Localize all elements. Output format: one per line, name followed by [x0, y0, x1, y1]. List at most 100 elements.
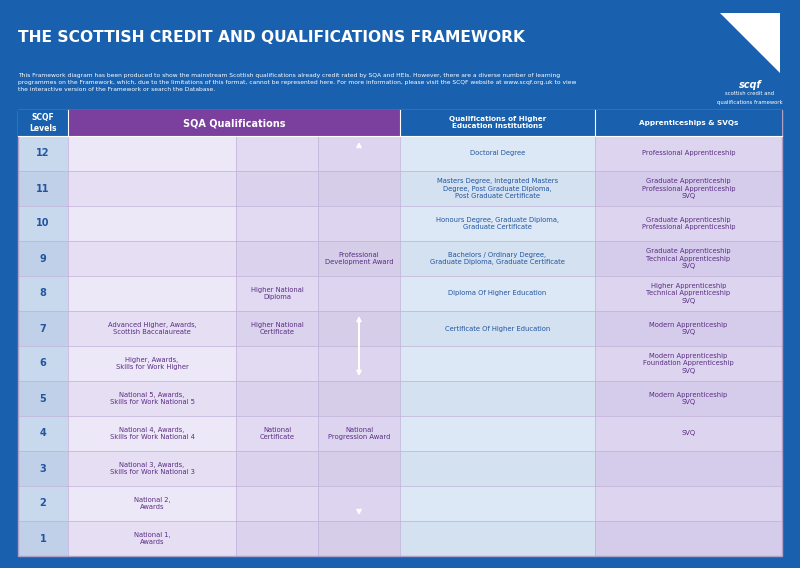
Text: National 4, Awards,
Skills for Work National 4: National 4, Awards, Skills for Work Nati…: [110, 427, 194, 440]
Text: National 5, Awards,
Skills for Work National 5: National 5, Awards, Skills for Work Nati…: [110, 392, 194, 405]
Bar: [68, 381, 236, 416]
Text: 6: 6: [40, 358, 46, 369]
Bar: [595, 311, 782, 346]
Bar: [400, 241, 595, 276]
Bar: [236, 136, 318, 171]
Bar: [318, 416, 400, 451]
Bar: [400, 136, 595, 171]
Bar: [595, 276, 782, 311]
Bar: [236, 486, 318, 521]
Text: Graduate Apprenticeship
Professional Apprenticeship: Graduate Apprenticeship Professional App…: [642, 217, 735, 230]
Text: Professional
Development Award: Professional Development Award: [325, 252, 394, 265]
Bar: [318, 311, 400, 346]
Bar: [18, 451, 68, 486]
Bar: [68, 416, 236, 451]
Bar: [68, 311, 236, 346]
Text: Higher, Awards,
Skills for Work Higher: Higher, Awards, Skills for Work Higher: [115, 357, 189, 370]
Text: Higher Apprenticeship
Technical Apprenticeship
SVQ: Higher Apprenticeship Technical Apprenti…: [646, 283, 730, 304]
Bar: [18, 276, 68, 311]
Text: Doctoral Degree: Doctoral Degree: [470, 151, 525, 157]
Text: National 2,
Awards: National 2, Awards: [134, 497, 170, 510]
Text: qualifications framework: qualifications framework: [717, 100, 783, 105]
Text: Certificate Of Higher Education: Certificate Of Higher Education: [445, 325, 550, 332]
Bar: [318, 451, 400, 486]
Text: National 1,
Awards: National 1, Awards: [134, 532, 170, 545]
Text: 7: 7: [40, 324, 46, 333]
Polygon shape: [720, 13, 780, 73]
Text: SQA Qualifications: SQA Qualifications: [182, 118, 286, 128]
Bar: [595, 171, 782, 206]
Text: 11: 11: [36, 183, 50, 194]
Text: Qualifications of Higher
Education Institutions: Qualifications of Higher Education Insti…: [449, 116, 546, 130]
Bar: [236, 276, 318, 311]
Text: Graduate Apprenticeship
Technical Apprenticeship
SVQ: Graduate Apprenticeship Technical Appren…: [646, 248, 731, 269]
Text: National
Certificate: National Certificate: [259, 427, 294, 440]
Bar: [318, 241, 400, 276]
Bar: [400, 451, 595, 486]
Bar: [18, 110, 68, 136]
Bar: [68, 171, 236, 206]
Text: Graduate Apprenticeship
Professional Apprenticeship
SVQ: Graduate Apprenticeship Professional App…: [642, 178, 735, 199]
Bar: [18, 416, 68, 451]
Text: SVQ: SVQ: [682, 431, 695, 436]
Bar: [18, 110, 782, 556]
Bar: [595, 346, 782, 381]
Bar: [68, 451, 236, 486]
Text: 8: 8: [39, 289, 46, 299]
Bar: [68, 206, 236, 241]
Bar: [18, 241, 68, 276]
Bar: [595, 136, 782, 171]
Bar: [18, 521, 68, 556]
Bar: [236, 311, 318, 346]
Bar: [18, 136, 68, 171]
Bar: [400, 521, 595, 556]
Text: 10: 10: [36, 219, 50, 228]
Text: Higher National
Diploma: Higher National Diploma: [250, 287, 303, 300]
Bar: [595, 416, 782, 451]
Bar: [595, 110, 782, 136]
Bar: [68, 521, 236, 556]
Bar: [68, 136, 236, 171]
Bar: [400, 346, 595, 381]
Bar: [236, 416, 318, 451]
Bar: [18, 311, 68, 346]
Text: National
Progression Award: National Progression Award: [328, 427, 390, 440]
Text: Apprenticeships & SVQs: Apprenticeships & SVQs: [639, 120, 738, 126]
Bar: [318, 521, 400, 556]
Bar: [318, 486, 400, 521]
Bar: [18, 381, 68, 416]
Bar: [400, 486, 595, 521]
Bar: [400, 416, 595, 451]
Text: Diploma Of Higher Education: Diploma Of Higher Education: [448, 290, 546, 296]
Bar: [318, 276, 400, 311]
Bar: [400, 206, 595, 241]
Bar: [68, 486, 236, 521]
Bar: [236, 451, 318, 486]
Bar: [318, 206, 400, 241]
Text: This Framework diagram has been produced to show the mainstream Scottish qualifi: This Framework diagram has been produced…: [18, 73, 576, 92]
Bar: [595, 206, 782, 241]
Bar: [236, 206, 318, 241]
Text: 3: 3: [40, 463, 46, 474]
Text: 2: 2: [40, 499, 46, 508]
Text: Masters Degree, Integrated Masters
Degree, Post Graduate Diploma,
Post Graduate : Masters Degree, Integrated Masters Degre…: [437, 178, 558, 199]
FancyBboxPatch shape: [18, 110, 782, 556]
Text: Honours Degree, Graduate Diploma,
Graduate Certificate: Honours Degree, Graduate Diploma, Gradua…: [436, 217, 559, 230]
Text: 9: 9: [40, 253, 46, 264]
Bar: [68, 241, 236, 276]
Text: 1: 1: [40, 533, 46, 544]
Bar: [318, 171, 400, 206]
Bar: [595, 451, 782, 486]
Bar: [236, 521, 318, 556]
Bar: [236, 241, 318, 276]
Bar: [18, 206, 68, 241]
Text: Professional Apprenticeship: Professional Apprenticeship: [642, 151, 735, 157]
Text: Modern Apprenticeship
SVQ: Modern Apprenticeship SVQ: [650, 392, 728, 405]
Bar: [236, 346, 318, 381]
Text: Modern Apprenticeship
Foundation Apprenticeship
SVQ: Modern Apprenticeship Foundation Apprent…: [643, 353, 734, 374]
Bar: [68, 276, 236, 311]
Text: Bachelors / Ordinary Degree,
Graduate Diploma, Graduate Certificate: Bachelors / Ordinary Degree, Graduate Di…: [430, 252, 565, 265]
Bar: [400, 110, 595, 136]
Bar: [236, 381, 318, 416]
Text: scqf: scqf: [738, 80, 762, 90]
